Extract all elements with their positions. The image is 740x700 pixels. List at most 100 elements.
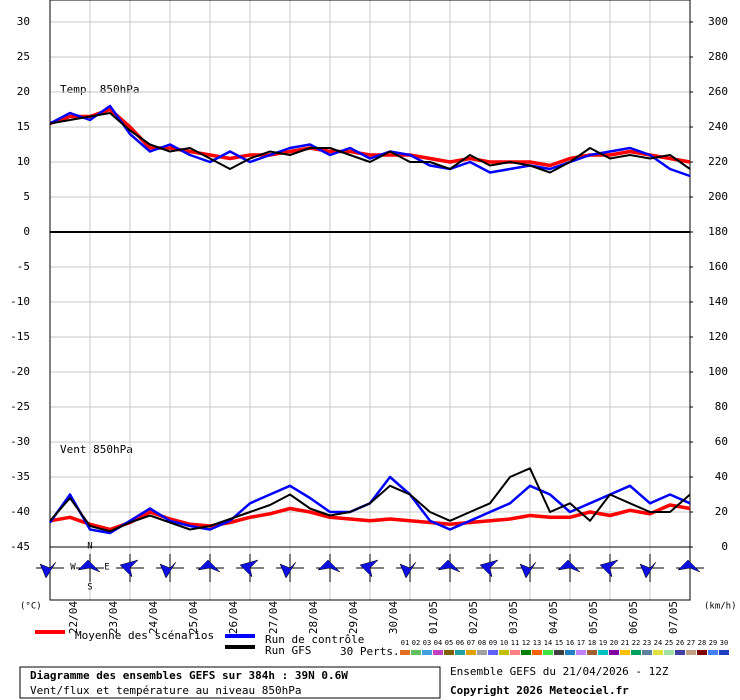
- perturbation-swatch: [510, 650, 520, 655]
- y-tick-label: 0: [23, 225, 30, 238]
- perturbation-swatch: [477, 650, 487, 655]
- perturbation-label: 16: [566, 639, 574, 647]
- perturbation-swatch: [598, 650, 608, 655]
- wind-rose: [479, 559, 499, 578]
- y2-tick-label: 100: [708, 365, 728, 378]
- perturbation-label: 13: [533, 639, 541, 647]
- perturbations-label: 30 Perts.: [340, 645, 400, 658]
- y2-tick-label: 40: [715, 470, 728, 483]
- perturbation-swatch: [697, 650, 707, 655]
- legend-label: Run GFS: [265, 644, 311, 657]
- perturbation-label: 20: [610, 639, 618, 647]
- series-line: [49, 467, 691, 533]
- y2-tick-label: 140: [708, 295, 728, 308]
- x-tick-label: 29/04: [347, 601, 360, 634]
- wind-rose: [359, 559, 379, 578]
- y-tick-label: -20: [10, 365, 30, 378]
- perturbation-label: 27: [687, 639, 695, 647]
- perturbation-label: 11: [511, 639, 519, 647]
- y-tick-label: -5: [17, 260, 30, 273]
- annotation: Temp. 850hPa: [60, 83, 139, 96]
- footer-subtitle: Vent/flux et température au niveau 850hP…: [30, 684, 302, 697]
- perturbation-swatch: [565, 650, 575, 655]
- y2-tick-label: 300: [708, 15, 728, 28]
- perturbation-label: 29: [709, 639, 717, 647]
- perturbation-swatch: [433, 650, 443, 655]
- y-tick-label: -45: [10, 540, 30, 553]
- footer-box: [19, 666, 441, 699]
- footer-title: Diagramme des ensembles GEFS sur 384h : …: [30, 669, 348, 682]
- x-tick-label: 30/04: [387, 601, 400, 634]
- x-tick-label: 01/05: [427, 601, 440, 634]
- perturbation-swatch: [609, 650, 619, 655]
- perturbation-swatch: [422, 650, 432, 655]
- plot-frame: [49, 0, 691, 601]
- y2-tick-label: 0: [721, 540, 728, 553]
- wind-rose: [557, 559, 581, 573]
- wind-rose: [399, 561, 417, 579]
- y-tick-label: -35: [10, 470, 30, 483]
- y-tick-label: 25: [17, 50, 30, 63]
- perturbation-label: 26: [676, 639, 684, 647]
- compass-label: N: [87, 542, 92, 552]
- perturbation-swatch: [719, 650, 729, 655]
- perturbation-swatch: [400, 650, 410, 655]
- perturbation-swatch: [686, 650, 696, 655]
- perturbation-swatch: [411, 650, 421, 655]
- perturbation-swatch: [554, 650, 564, 655]
- x-tick-label: 22/04: [67, 601, 80, 634]
- perturbation-swatch: [499, 650, 509, 655]
- perturbation-label: 22: [632, 639, 640, 647]
- y2-tick-label: 200: [708, 190, 728, 203]
- perturbation-swatch: [488, 650, 498, 655]
- y-unit: (°C): [20, 602, 42, 612]
- wind-rose: [437, 559, 461, 573]
- y-tick-label: -10: [10, 295, 30, 308]
- x-tick-label: 07/05: [667, 601, 680, 634]
- perturbation-label: 02: [412, 639, 420, 647]
- perturbation-label: 25: [665, 639, 673, 647]
- wind-rose: [279, 561, 297, 579]
- series-line: [49, 104, 691, 178]
- y2-tick-label: 280: [708, 50, 728, 63]
- wind-rose: [519, 561, 537, 579]
- wind-rose: [197, 559, 221, 573]
- wind-rose: [159, 561, 177, 579]
- perturbation-label: 23: [643, 639, 651, 647]
- perturbation-swatch: [664, 650, 674, 655]
- perturbation-swatch: [444, 650, 454, 655]
- perturbation-label: 03: [423, 639, 431, 647]
- y-tick-label: -40: [10, 505, 30, 518]
- perturbation-swatch: [455, 650, 465, 655]
- y2-tick-label: 180: [708, 225, 728, 238]
- y-tick-label: 30: [17, 15, 30, 28]
- perturbation-label: 09: [489, 639, 497, 647]
- wind-rose: [77, 559, 101, 573]
- perturbation-label: 10: [500, 639, 508, 647]
- wind-rose: [39, 561, 57, 579]
- perturbation-swatch: [521, 650, 531, 655]
- perturbation-label: 05: [445, 639, 453, 647]
- legend-label: Moyenne des scénarios: [75, 629, 214, 642]
- y2-tick-label: 120: [708, 330, 728, 343]
- perturbation-label: 06: [456, 639, 464, 647]
- annotation: Vent 850hPa: [60, 443, 133, 456]
- y-tick-label: 5: [23, 190, 30, 203]
- x-tick-label: 06/05: [627, 601, 640, 634]
- y-tick-label: -15: [10, 330, 30, 343]
- y2-tick-label: 240: [708, 120, 728, 133]
- y2-tick-label: 260: [708, 85, 728, 98]
- perturbation-label: 28: [698, 639, 706, 647]
- perturbation-label: 21: [621, 639, 629, 647]
- y-tick-label: -25: [10, 400, 30, 413]
- compass-label: E: [104, 563, 109, 573]
- perturbation-label: 08: [478, 639, 486, 647]
- x-tick-label: 05/05: [587, 601, 600, 634]
- x-tick-label: 24/04: [147, 601, 160, 634]
- perturbation-swatch: [576, 650, 586, 655]
- y2-unit: (km/h): [704, 602, 737, 612]
- y-tick-label: 20: [17, 85, 30, 98]
- series-line: [49, 112, 691, 174]
- perturbation-swatch: [675, 650, 685, 655]
- x-tick-label: 27/04: [267, 601, 280, 634]
